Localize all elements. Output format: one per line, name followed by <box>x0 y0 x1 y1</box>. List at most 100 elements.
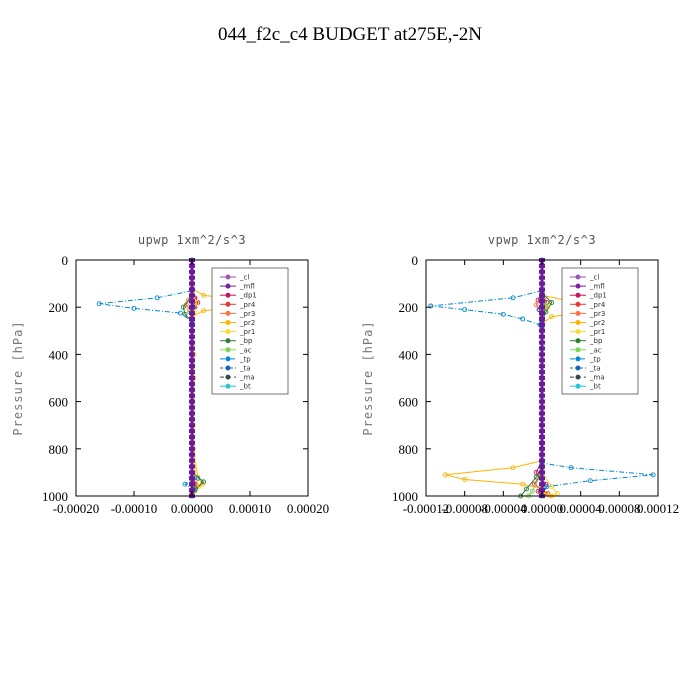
data-point <box>533 474 539 480</box>
legend-label: _pr1 <box>589 328 605 336</box>
legend-label: _pr2 <box>239 319 255 327</box>
zero-profile-marker <box>189 305 195 310</box>
zero-profile-marker <box>539 440 545 445</box>
zero-profile-marker <box>539 446 545 451</box>
data-point <box>568 465 574 471</box>
zero-profile-marker <box>539 346 545 351</box>
data-point <box>180 304 186 310</box>
zero-profile-marker <box>539 482 545 487</box>
data-point <box>524 486 529 492</box>
zero-profile-marker <box>539 328 545 333</box>
x-tick-label: 0.00000 <box>521 501 563 516</box>
zero-profile-marker <box>539 299 545 304</box>
legend-marker <box>225 274 231 280</box>
y-tick-label: 400 <box>399 347 419 362</box>
series-line <box>99 290 199 497</box>
panel-vpwp: vpwp 1xm^2/s^3 Pressure [hPa] 0 200 400 600 80… <box>361 233 679 516</box>
zero-profile-marker <box>189 376 195 380</box>
zero-profile-marker <box>539 411 545 416</box>
legend-marker <box>575 383 581 389</box>
zero-profile-marker <box>539 399 545 404</box>
data-point <box>549 484 555 490</box>
figure-title: 044_f2c_c4 BUDGET at275E,-2N <box>218 24 482 45</box>
data-point <box>650 472 656 478</box>
y-tick-label: 1000 <box>42 489 68 504</box>
x-tick-label: 0.00012 <box>637 501 679 516</box>
legend-marker <box>225 383 231 389</box>
legend-marker <box>225 283 231 289</box>
series-bp <box>518 290 555 499</box>
y-tick-label: 600 <box>399 395 419 410</box>
y-tick-label: 0 <box>62 253 69 268</box>
data-point <box>177 310 183 316</box>
x-tick-label: 0.00010 <box>229 501 271 516</box>
data-point <box>201 479 207 485</box>
zero-profile-marker <box>189 488 195 493</box>
zero-profile-marker <box>539 287 545 292</box>
zero-profile-marker <box>189 293 195 298</box>
zero-profile-marker <box>539 435 545 439</box>
zero-profile-marker <box>189 299 195 304</box>
legend-label: _dp1 <box>239 292 257 300</box>
legend-label: _pr2 <box>589 319 605 327</box>
zero-profile-marker <box>539 488 545 493</box>
panel-title: vpwp 1xm^2/s^3 <box>488 233 596 247</box>
legend-marker <box>225 320 231 325</box>
data-point <box>533 302 539 308</box>
zero-profile-marker <box>189 405 195 410</box>
zero-profile-marker <box>189 470 195 475</box>
data-point <box>131 305 137 311</box>
zero-profile-marker <box>189 263 195 268</box>
zero-profile-marker <box>539 458 545 463</box>
data-point <box>520 481 526 487</box>
legend-label: _ac <box>589 346 602 354</box>
legend-label: _bt <box>589 383 601 391</box>
legend-label: _tp <box>589 355 601 363</box>
zero-profile-marker <box>189 423 195 428</box>
panel-upwp: upwp 1xm^2/s^3 Pressure [hPa] 0 200 400 600 80… <box>11 233 329 516</box>
zero-profile-marker <box>539 334 545 339</box>
y-tick-label: 600 <box>49 395 69 410</box>
legend-marker <box>225 292 231 298</box>
x-tick-label: -0.00008 <box>441 501 488 516</box>
legend-label: _mfl <box>589 283 605 291</box>
legend-marker <box>575 365 581 371</box>
y-tick-label: 1000 <box>392 489 418 504</box>
x-tick-label: 0.00008 <box>598 501 640 516</box>
x-tick-label: 0.00020 <box>287 501 329 516</box>
zero-profile-marker <box>539 376 545 380</box>
zero-profile-marker <box>189 328 195 333</box>
zero-profile-marker <box>539 364 545 369</box>
zero-profile-marker <box>189 399 195 404</box>
zero-profile-marker <box>539 464 545 469</box>
data-point <box>544 484 550 490</box>
legend-marker <box>225 374 231 380</box>
zero-profile-marker <box>539 470 545 475</box>
zero-profile-marker <box>189 346 195 351</box>
legend-marker <box>225 338 231 344</box>
data-point <box>529 488 535 494</box>
y-tick-label: 800 <box>399 442 419 457</box>
legend-marker <box>575 329 581 335</box>
zero-profile-marker <box>189 269 195 274</box>
legend-marker <box>575 301 581 307</box>
zero-profile-marker <box>539 263 545 268</box>
data-point <box>442 472 448 478</box>
legend-marker <box>225 301 231 307</box>
legend-label: _bp <box>589 337 603 345</box>
zero-profile-marker <box>539 352 545 357</box>
legend-label: _dp1 <box>589 292 607 300</box>
data-point <box>96 301 102 307</box>
data-point <box>182 481 188 487</box>
legend-label: _ac <box>239 346 252 354</box>
legend-label: _tp <box>239 355 251 363</box>
data-point <box>462 477 468 482</box>
zero-profile-marker <box>189 435 195 439</box>
y-tick-label: 200 <box>49 300 69 315</box>
zero-profile-marker <box>539 387 545 392</box>
zero-profile-marker <box>189 275 195 280</box>
zero-profile-marker <box>189 317 195 321</box>
legend-label: _pr4 <box>239 301 256 309</box>
zero-profile-marker <box>539 476 545 481</box>
data-point <box>201 308 207 314</box>
